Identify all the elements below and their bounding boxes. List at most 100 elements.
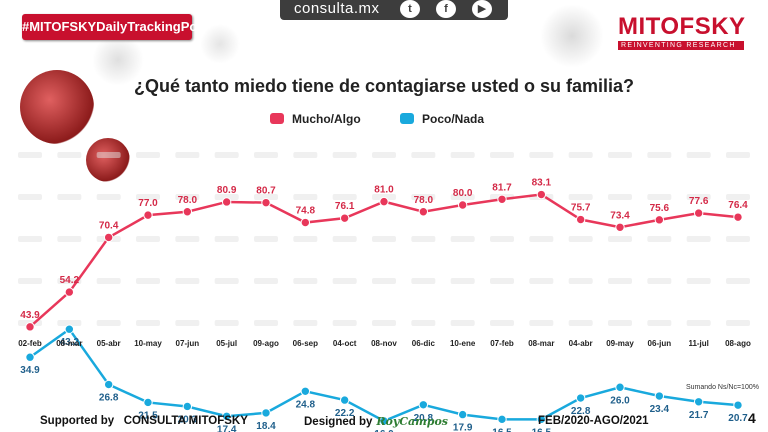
site-link[interactable]: consulta.mx	[294, 0, 380, 17]
data-point	[103, 232, 114, 243]
data-label: 43.2	[60, 337, 80, 348]
data-point	[221, 411, 232, 421]
mitofsky-logo: MITOFSKY REINVENTING RESEARCH	[618, 13, 746, 50]
data-point	[693, 397, 704, 407]
watermark-mark	[293, 236, 318, 242]
watermark-mark	[332, 194, 357, 200]
data-point	[182, 207, 193, 217]
data-label: 43.9	[20, 310, 40, 321]
watermark-mark	[57, 320, 82, 326]
data-label: 76.1	[335, 201, 355, 212]
x-tick-label: 11-jul	[688, 339, 708, 348]
watermark-mark	[686, 320, 711, 326]
watermark-mark	[18, 194, 42, 200]
x-tick-label: 08-ago	[725, 339, 751, 348]
x-tick-label: 07-jun	[176, 339, 200, 348]
watermark-mark	[529, 152, 554, 158]
x-tick-label: 09-may	[606, 339, 634, 348]
watermark-mark	[568, 152, 593, 158]
sum-note: Sumando Ns/Nc=100%	[686, 384, 759, 391]
watermark-mark	[175, 194, 200, 200]
data-label: 81.7	[492, 182, 512, 193]
watermark-mark	[647, 278, 672, 284]
data-point	[654, 215, 665, 225]
data-point	[733, 212, 743, 222]
watermark-mark	[293, 320, 318, 326]
data-label: 80.7	[256, 186, 276, 197]
watermark-mark	[214, 320, 239, 326]
watermark-mark	[450, 278, 475, 284]
virus-image-faded	[540, 4, 604, 68]
designed-by: Designed by RoyCampos	[304, 415, 448, 428]
twitter-icon[interactable]: t	[400, 0, 420, 18]
x-tick-label: 04-abr	[569, 339, 593, 348]
x-tick-label: 07-feb	[490, 339, 514, 348]
data-point	[379, 416, 389, 426]
data-label: 54.2	[60, 275, 80, 286]
facebook-icon[interactable]: f	[436, 0, 456, 18]
data-point	[536, 414, 547, 425]
watermark-mark	[57, 152, 82, 158]
watermark-mark	[18, 236, 42, 242]
x-tick-label: 04-oct	[333, 339, 357, 348]
supporter-name: CONSULTA MITOFSKY	[123, 415, 248, 427]
brand-name: MITOFSKY	[618, 13, 746, 40]
data-point	[733, 400, 743, 410]
watermark-mark	[293, 152, 318, 158]
data-point	[339, 213, 350, 223]
data-point	[261, 197, 271, 208]
data-label: 34.9	[20, 365, 40, 376]
watermark-mark	[254, 320, 278, 326]
data-label: 20.7	[728, 413, 748, 424]
data-label: 24.8	[296, 399, 316, 410]
legend-item-mucho: Mucho/Algo	[270, 112, 361, 126]
watermark-mark	[686, 152, 711, 158]
watermark-mark	[18, 278, 42, 284]
x-tick-label: 08-mar	[528, 339, 554, 348]
x-tick-label: 06-dic	[412, 339, 436, 348]
watermark-mark	[214, 278, 239, 284]
watermark-mark	[411, 152, 436, 158]
data-point	[339, 395, 350, 405]
data-point	[261, 408, 271, 418]
watermark-mark	[96, 278, 121, 284]
data-label: 21.7	[689, 410, 709, 421]
legend-item-poco: Poco/Nada	[400, 112, 484, 126]
watermark-mark	[726, 152, 750, 158]
watermark-mark	[490, 152, 514, 158]
watermark-mark	[293, 194, 318, 200]
watermark-mark	[568, 194, 593, 200]
watermark-mark	[136, 278, 160, 284]
legend-label-mucho: Mucho/Algo	[292, 112, 361, 126]
data-label: 80.9	[217, 185, 237, 196]
data-label: 20.3	[178, 414, 198, 425]
watermark-mark	[647, 320, 672, 326]
data-label: 26.0	[610, 395, 630, 406]
watermark-mark	[726, 236, 750, 242]
watermark-mark	[214, 236, 239, 242]
data-label: 21.5	[138, 410, 158, 421]
site-bar: consulta.mx t f ▶	[280, 0, 508, 20]
poll-hashtag: #MITOFSKYDailyTrackingPoll	[22, 14, 205, 40]
data-label: 83.1	[532, 178, 552, 189]
data-label: 17.9	[453, 423, 473, 432]
virus-image	[20, 70, 94, 144]
data-point	[693, 208, 704, 218]
legend-label-poco: Poco/Nada	[422, 112, 485, 126]
data-point	[418, 400, 429, 410]
watermark-mark	[568, 320, 593, 326]
x-tick-label: 09-ago	[253, 339, 279, 348]
x-tick-label: 10-ene	[450, 339, 476, 348]
watermark-mark	[175, 320, 200, 326]
watermark-mark	[136, 152, 160, 158]
data-point	[379, 196, 389, 207]
data-point	[536, 189, 547, 200]
watermark-mark	[372, 278, 396, 284]
watermark-mark	[411, 320, 436, 326]
youtube-icon[interactable]: ▶	[472, 0, 492, 18]
data-point	[64, 287, 75, 297]
watermark-mark	[608, 278, 632, 284]
watermark-mark	[332, 236, 357, 242]
watermark-mark	[490, 320, 514, 326]
